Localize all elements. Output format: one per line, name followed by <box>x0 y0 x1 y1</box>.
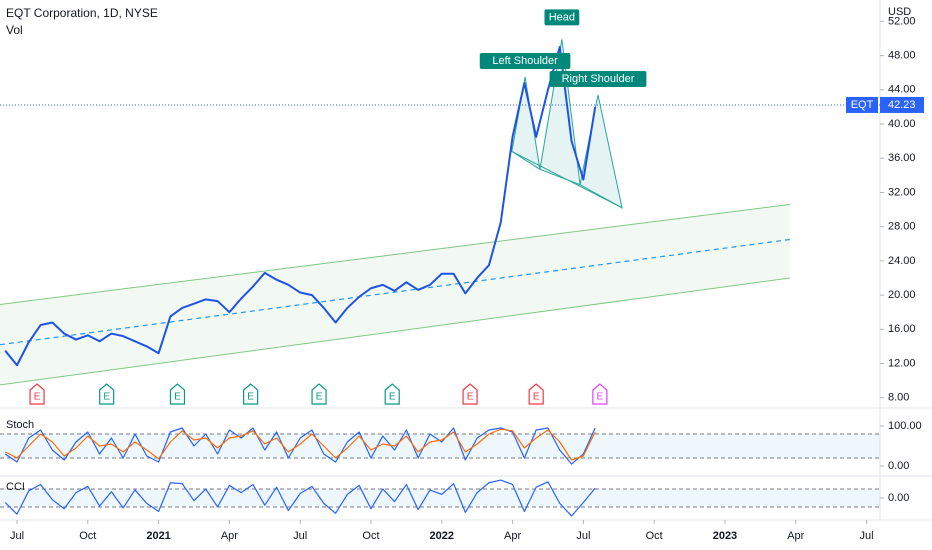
chart-title: EQT Corporation, 1D, NYSE <box>6 6 158 20</box>
neckline <box>511 150 623 209</box>
x-tick-label: Apr <box>787 530 804 542</box>
y-tick-label: 8.00 <box>888 392 909 404</box>
last-price-box <box>880 96 924 113</box>
last-price-name-box <box>846 96 878 113</box>
channel-fill <box>0 204 790 385</box>
price-line <box>4 46 597 367</box>
pattern-label: Left Shoulder <box>492 55 558 67</box>
event-label: E <box>389 392 396 403</box>
channel-line <box>0 203 790 305</box>
volume-label: Vol <box>6 23 23 37</box>
y-tick-label: 44.00 <box>888 84 916 96</box>
x-tick-label: Jul <box>293 530 307 542</box>
pattern-triangle <box>539 39 581 186</box>
pattern-label-box <box>479 52 571 69</box>
event-label: E <box>103 392 110 403</box>
y-tick-label: 20.00 <box>888 289 916 301</box>
event-badge <box>592 383 608 405</box>
x-tick-label: 2021 <box>146 530 170 542</box>
cci-band <box>0 489 880 507</box>
pattern-label-box <box>549 70 647 87</box>
cci-title: CCI <box>6 481 25 493</box>
stoch-tick-label: 100.00 <box>888 420 922 432</box>
event-badge <box>29 383 45 405</box>
stoch-band <box>0 434 880 458</box>
event-badge <box>243 383 259 405</box>
y-tick-label: 52.00 <box>888 15 916 27</box>
x-tick-label: Oct <box>646 530 663 542</box>
event-badge <box>99 383 115 405</box>
x-tick-label: Jul <box>10 530 24 542</box>
x-tick-label: Oct <box>79 530 96 542</box>
y-tick-label: 16.00 <box>888 323 916 335</box>
x-tick-label: Oct <box>362 530 379 542</box>
event-badge <box>462 383 478 405</box>
price-line <box>4 428 596 461</box>
pattern-label-box <box>544 9 580 26</box>
y-tick-label: 40.00 <box>888 118 916 130</box>
channel-line <box>0 238 790 346</box>
x-tick-label: Jul <box>576 530 590 542</box>
pattern-label: Head <box>549 11 575 23</box>
y-tick-label: 28.00 <box>888 221 916 233</box>
x-tick-label: Apr <box>504 530 521 542</box>
currency: USD <box>888 6 911 18</box>
event-label: E <box>533 392 540 403</box>
last-price-label: 42.23 <box>888 99 916 111</box>
price-line <box>4 479 596 517</box>
event-badge <box>528 383 544 405</box>
event-label: E <box>467 392 474 403</box>
x-tick-label: 2023 <box>713 530 737 542</box>
y-tick-label: 32.00 <box>888 186 916 198</box>
event-badge <box>384 383 400 405</box>
channel-line <box>0 277 790 386</box>
stoch-title: Stoch <box>6 419 34 431</box>
y-tick-label: 36.00 <box>888 152 916 164</box>
event-label: E <box>34 392 41 403</box>
event-label: E <box>174 392 181 403</box>
pattern-label: Right Shoulder <box>562 73 635 85</box>
event-label: E <box>316 392 323 403</box>
event-label: E <box>597 392 604 403</box>
y-tick-label: 48.00 <box>888 50 916 62</box>
y-tick-label: 12.00 <box>888 357 916 369</box>
x-tick-label: Apr <box>221 530 238 542</box>
stoch-tick-label: 0.00 <box>888 460 909 472</box>
event-badge <box>169 383 186 405</box>
cci-tick-label: 0.00 <box>888 492 909 504</box>
last-price-name: EQT <box>851 99 874 111</box>
event-badge <box>311 383 327 405</box>
layers <box>0 0 932 524</box>
x-tick-label: 2022 <box>430 530 454 542</box>
event-label: E <box>247 392 254 403</box>
y-tick-label: 24.00 <box>888 255 916 267</box>
x-tick-label: Jul <box>860 530 874 542</box>
price-line <box>4 427 596 465</box>
